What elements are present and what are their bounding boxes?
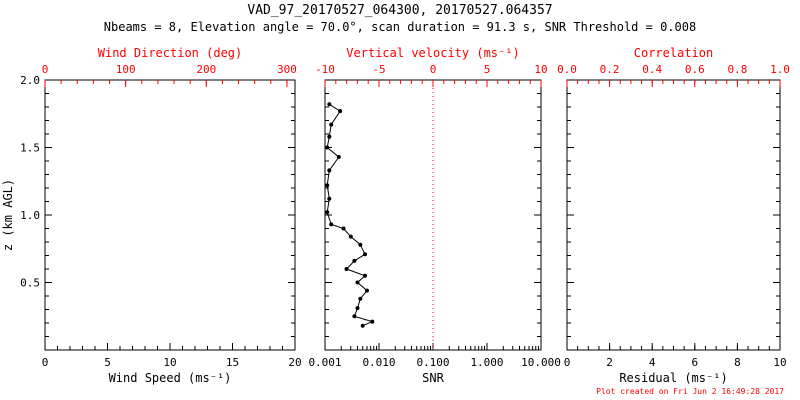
tick-label: 20 [288,356,301,369]
axis-label-residual-top: Correlation [634,46,713,60]
data-point [329,222,334,227]
tick-label: 5 [484,63,491,76]
tick-label: 200 [196,63,216,76]
data-point [352,314,357,319]
axis-label-wind-top: Wind Direction (deg) [98,46,243,60]
tick-label: 4 [649,356,656,369]
snr-profile-line [326,103,374,327]
plot-subtitle: Nbeams = 8, Elevation angle = 70.0°, sca… [104,20,696,34]
data-point [358,296,363,301]
data-point [358,242,363,247]
tick-label: 0 [42,356,49,369]
axis-label-snr-bottom: SNR [422,371,444,385]
tick-label: 5 [104,356,111,369]
axis-label-residual-bottom: Residual (ms⁻¹) [619,371,727,385]
tick-label: 10 [534,63,547,76]
plot-box [44,79,296,351]
tick-label: 1.0 [20,209,40,222]
tick-label: -5 [372,63,385,76]
plot-timestamp: Plot created on Fri Jun 2 16:49:28 2017 [596,387,784,396]
plot-box [566,79,781,351]
data-point [327,168,332,173]
tick-label: 0 [42,63,49,76]
axis-label-snr-top: Vertical velocity (ms⁻¹) [346,46,519,60]
axis-label-z: z (km AGL) [1,179,15,251]
tick-label: 8 [734,356,741,369]
tick-label: 6 [691,356,698,369]
tick-label: 0.4 [642,63,662,76]
tick-label: 2 [606,356,613,369]
panel-wind: 0 5 10 15 20 Wind Speed (ms⁻¹) 0 100 200 300 Wind … [1,46,302,385]
plot-title: VAD_97_20170527_064300, 20170527.064357 [247,3,552,18]
tick-label: 0.5 [20,277,40,290]
data-point [341,226,346,231]
data-point [365,288,369,293]
tick-label: 2.0 [20,74,40,87]
tick-label: 100 [116,63,136,76]
data-point [325,145,330,150]
tick-label: 0 [430,63,437,76]
tick-label: 0.010 [362,356,395,369]
tick-label: 0.100 [416,356,449,369]
tick-label: 15 [226,356,239,369]
data-point [352,258,357,263]
data-point [360,323,365,328]
data-point [355,280,360,285]
data-point [370,319,375,324]
data-point [348,234,353,239]
data-point [329,122,334,127]
tick-label: 300 [277,63,297,76]
data-point [327,134,332,139]
axis-label-wind-bottom: Wind Speed (ms⁻¹) [109,371,232,385]
tick-label: 0.2 [600,63,620,76]
data-point [338,109,343,114]
tick-label: 1.000 [470,356,503,369]
tick-label: 10.000 [521,356,561,369]
panel-snr: 0.001 0.010 0.100 1.000 10.000 SNR -10 -5 0 5 10 Ve… [308,46,560,385]
data-point [325,183,330,188]
tick-label: 0.6 [685,63,705,76]
tick-label: 10 [163,356,176,369]
tick-label: 1.5 [20,142,40,155]
tick-label: -10 [315,63,335,76]
data-point [344,267,349,271]
data-point [355,306,360,311]
tick-label: 1.0 [770,63,790,76]
tick-label: 10 [773,356,786,369]
data-point [327,196,332,201]
tick-label: 0 [564,356,571,369]
data-point [327,102,332,107]
data-point [336,155,341,159]
data-point [363,273,367,278]
data-point [325,210,330,215]
tick-label: 0.0 [557,63,577,76]
tick-label: 0.001 [308,356,341,369]
tick-label: 0.8 [727,63,747,76]
panel-residual: 0 2 4 6 8 10 Residual (ms⁻¹) 0.0 0.2 0.4 0.6 0.8 1.0… [557,46,790,385]
data-point [363,252,367,257]
